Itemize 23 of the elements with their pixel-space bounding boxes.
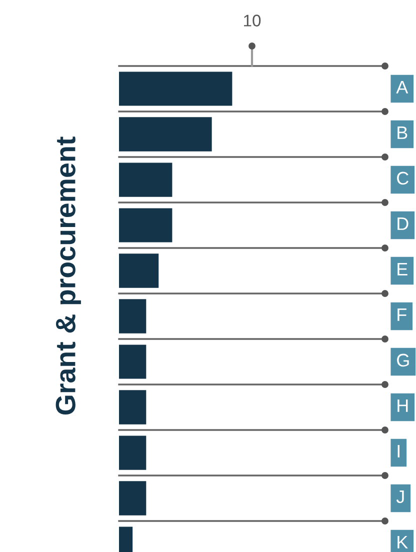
y-tick-label: K xyxy=(398,536,408,548)
bar xyxy=(119,436,146,470)
text: Grant & procurement xyxy=(56,136,81,415)
bar xyxy=(119,344,146,379)
y-tick-label: F xyxy=(398,308,406,321)
bar xyxy=(119,254,159,288)
bar xyxy=(119,299,146,334)
bar xyxy=(119,72,232,106)
text: 10 xyxy=(244,14,261,26)
bar xyxy=(119,208,172,242)
y-tick-label: B xyxy=(398,126,408,139)
bar xyxy=(119,390,146,424)
y-tick-label: A xyxy=(396,80,408,94)
bar xyxy=(119,117,212,152)
bar xyxy=(119,481,146,516)
y-tick-label: I xyxy=(398,444,400,458)
bar xyxy=(119,162,172,197)
y-tick-label: J xyxy=(396,490,404,504)
y-tick-label: G xyxy=(397,354,409,367)
y-tick-label: H xyxy=(398,399,408,412)
y-tick-label: C xyxy=(397,172,408,185)
y-tick-label: E xyxy=(398,262,408,276)
y-tick-label: D xyxy=(398,217,408,230)
